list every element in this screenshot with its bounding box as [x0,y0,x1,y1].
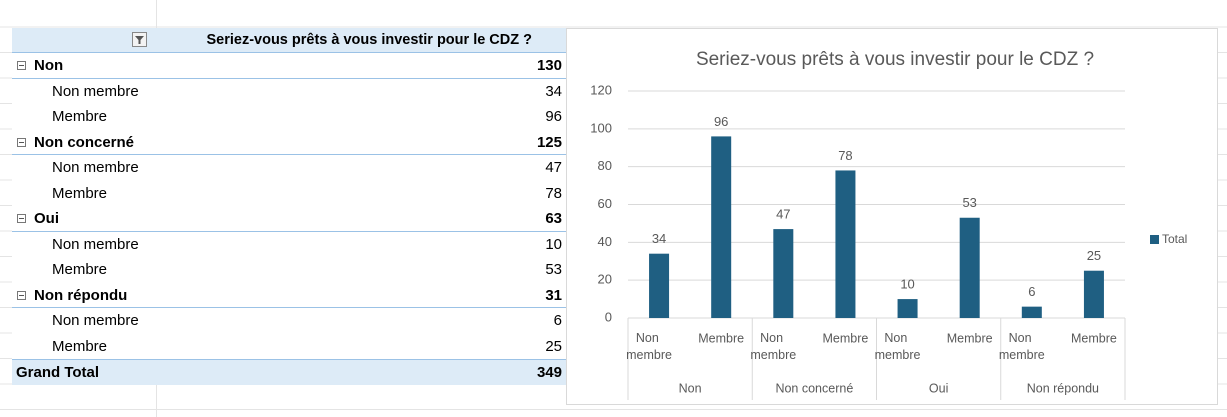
group-row: Oui 63 [12,206,566,232]
group-row: Non répondu 31 [12,282,566,308]
collapse-button[interactable] [17,290,26,300]
x-tick-label: Membre [947,331,993,345]
x-tick-label: Non membre [875,331,921,362]
data-label: 47 [776,207,790,222]
collapse-button[interactable] [17,137,26,147]
group-label: Non [34,57,64,74]
group-label: Oui [34,210,59,227]
x-tick-label: Membre [1071,331,1117,345]
data-label: 78 [838,148,852,163]
bar [1021,306,1042,318]
item-value: 25 [545,337,562,355]
x-tick-label-line: membre [626,348,672,362]
item-row: Membre 96 [12,104,566,130]
legend-label: Total [1162,232,1187,246]
item-row: Non membre 10 [12,231,566,257]
group-total: 125 [536,133,562,151]
bar [835,170,856,318]
item-value: 6 [553,312,562,329]
x-group-label: Oui [929,381,948,395]
pivot-header: Seriez-vous prêts à vous investir pour l… [12,28,566,53]
collapse-button[interactable] [17,214,26,223]
x-group-label: Non répondu [1027,381,1099,395]
y-tick-label: 120 [590,82,612,97]
bar [897,299,918,318]
x-tick-label: Membre [698,331,744,345]
item-value: 34 [545,82,562,100]
item-row: Membre 78 [12,180,566,206]
bar [711,136,732,318]
x-tick-label-line: Non [884,331,910,345]
y-tick-label: 100 [590,120,612,135]
x-tick-label-line: membre [999,348,1045,362]
item-label: Non membre [52,235,139,253]
y-tick-label: 60 [598,196,612,211]
item-row: Membre 25 [12,333,566,359]
grand-total-row: Grand Total 349 [12,359,566,385]
item-value: 96 [545,108,562,125]
item-label: Non membre [52,312,139,329]
item-row: Non membre 47 [12,155,566,181]
group-total: 130 [536,57,562,74]
x-tick-label: Non membre [626,331,672,362]
item-label: Membre [52,337,108,355]
header-label: Seriez-vous prêts à vous investir pour l… [206,32,532,48]
group-total: 63 [545,210,562,227]
group-label: Non répondu [34,286,128,304]
x-group-label: Non [679,381,702,395]
item-value: 53 [545,261,562,278]
data-label: 34 [652,231,666,246]
y-tick-label: 40 [598,234,612,249]
y-tick-label: 0 [605,309,612,324]
item-label: Membre [52,261,108,278]
bar [773,229,794,318]
grand-total-label: Grand Total [16,364,100,381]
item-row: Non membre 6 [12,308,566,334]
bar [1083,270,1104,318]
item-label: Membre [52,184,108,202]
item-value: 78 [545,184,562,202]
data-label: 53 [962,195,976,210]
bar [959,217,980,318]
x-tick-label: Membre [823,331,869,345]
item-label: Membre [52,108,108,125]
filter-button[interactable] [132,32,147,47]
filter-icon [135,36,144,44]
group-label: Non concerné [34,133,135,151]
x-tick-label-line: Non [636,331,662,345]
grand-total-value: 349 [536,364,562,381]
item-value: 47 [545,159,562,176]
x-tick-label-line: Non [760,331,786,345]
data-label: 96 [714,114,728,129]
item-label: Non membre [52,82,139,100]
item-label: Non membre [52,159,139,176]
x-tick-label: Non membre [750,331,796,362]
bar [649,253,670,318]
x-group-label: Non concerné [775,381,853,395]
y-tick-label: 20 [598,272,612,287]
collapse-button[interactable] [17,61,26,70]
group-total: 31 [545,286,562,304]
group-row: Non concerné 125 [12,129,566,155]
x-tick-label: Non membre [999,331,1045,362]
x-tick-label-line: membre [750,348,796,362]
item-row: Membre 53 [12,257,566,283]
item-value: 10 [545,235,562,253]
item-row: Non membre 34 [12,78,566,104]
x-tick-label-line: Non [1009,331,1035,345]
data-label: 6 [1028,284,1035,299]
group-row: Non 130 [12,53,566,79]
data-label: 25 [1087,248,1101,263]
y-tick-label: 80 [598,158,612,173]
x-tick-label-line: membre [875,348,921,362]
legend-swatch [1150,235,1159,244]
data-label: 10 [900,277,914,292]
chart-title: Seriez-vous prêts à vous investir pour l… [696,49,1094,70]
